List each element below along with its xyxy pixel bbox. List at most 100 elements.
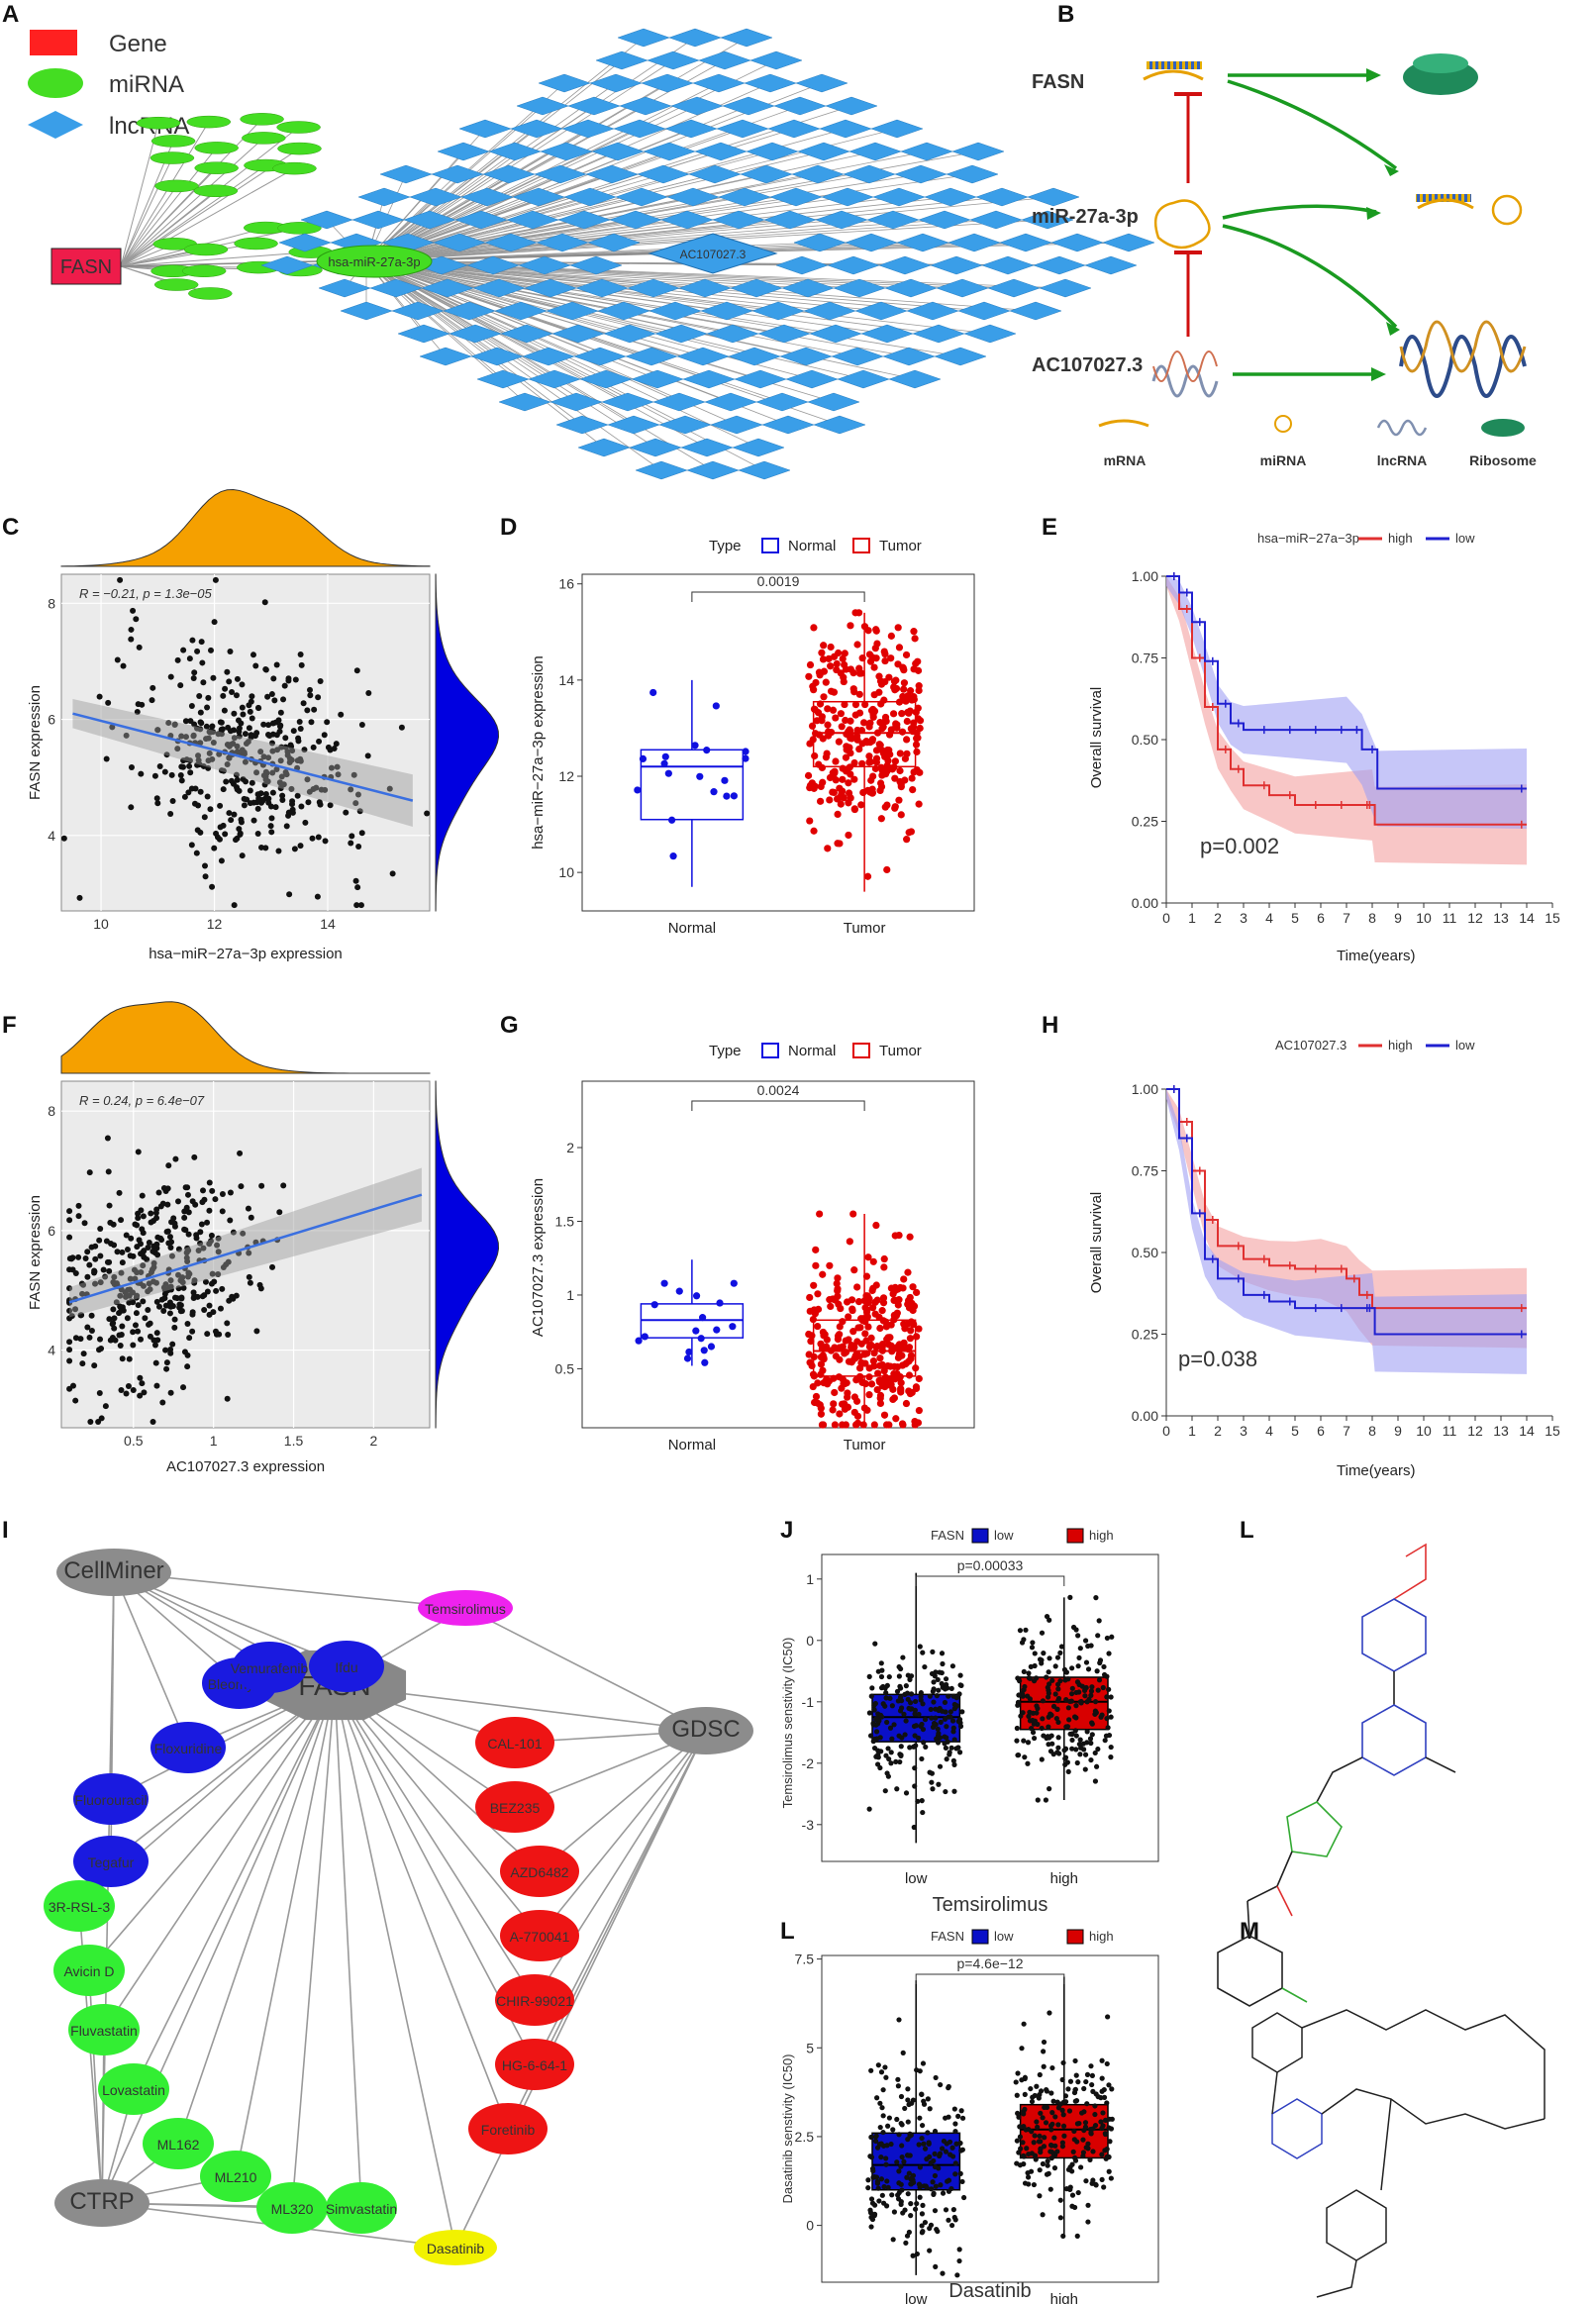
jitter-point [1106,2168,1112,2174]
data-point [124,1315,131,1322]
jitter-point [1052,1663,1058,1669]
data-point [167,673,174,680]
data-point [134,1292,141,1299]
jitter-point [932,2208,939,2214]
jitter-point [842,716,849,725]
data-point [356,808,363,815]
jitter-point [1031,1678,1038,1684]
lncrna-node [894,164,948,184]
jitter-point [1109,2116,1115,2122]
data-point [231,811,238,818]
lncrna-node [512,187,565,207]
data-point [269,1263,276,1270]
x-tick-label: 3 [1240,910,1247,926]
data-point [138,1251,145,1257]
jitter-point [954,2272,960,2278]
jitter-point [923,1744,929,1751]
jitter-point [912,1783,918,1789]
jitter-point [859,788,867,797]
jitter-point [951,1737,957,1743]
jitter-point [869,1685,875,1691]
data-point [310,744,317,751]
jitter-point [1099,2125,1105,2132]
jitter-point [1026,1670,1032,1676]
jitter-point [809,1315,817,1324]
jitter-point [683,1354,692,1362]
mirna-node [186,115,232,129]
data-point [202,1278,209,1285]
data-point [297,725,304,732]
data-point [184,1191,191,1198]
jitter-point [1014,1738,1020,1744]
data-point [317,677,324,684]
jitter-point [889,710,898,718]
jitter-point [1065,1705,1071,1711]
jitter-point [883,2155,889,2161]
lncrna-node [981,255,1035,275]
data-point [132,1221,139,1228]
jitter-point [920,2060,927,2066]
jitter-point [866,788,874,796]
data-point [268,829,275,836]
jitter-point [877,2100,883,2106]
data-point [107,1337,114,1344]
jitter-point [1080,2153,1086,2159]
data-point [233,692,240,699]
data-point [130,607,137,614]
data-point [272,804,279,811]
jitter-point [839,1318,847,1326]
data-point [159,1399,166,1406]
drug-edge [291,1684,336,2209]
legend-mirna-icon [1274,415,1292,433]
data-point [91,1267,98,1274]
jitter-point [904,1268,912,1276]
lncrna-node [563,187,617,207]
data-point [270,675,277,682]
jitter-point [910,2253,916,2258]
mirna-node [240,113,284,126]
jitter-point [1055,1745,1061,1751]
data-point [150,684,156,691]
jitter-point [841,650,848,657]
jitter-point [1065,1768,1071,1775]
jitter-point [1060,2233,1066,2239]
data-point [95,1418,102,1425]
jitter-point [905,2119,911,2125]
jitter-point [1067,2078,1074,2084]
data-point [118,1386,125,1393]
jitter-point [906,1335,915,1343]
legend-high-H: high [1388,1038,1413,1052]
jitter-point [827,1302,835,1311]
hub-lncrna-node [648,233,778,274]
jitter-point [1069,1685,1075,1691]
data-point [354,884,361,891]
jitter-point [1075,2079,1081,2085]
jitter-point [949,1663,955,1669]
jitter-point [824,721,832,729]
jitter-point [865,752,873,760]
jitter-point [855,664,863,672]
lncrna-node [987,278,1041,298]
jitter-point [946,2083,951,2090]
jitter-point [852,1397,861,1405]
jitter-point [880,1367,888,1375]
data-point [182,718,189,725]
data-point [116,1189,123,1196]
lncrna-node [627,278,680,298]
data-point [164,1201,171,1208]
jitter-point [895,1343,903,1352]
jitter-point [1094,1668,1100,1674]
data-point [268,691,275,698]
jitter-point [831,768,839,777]
jitter-point [872,654,880,662]
jitter-point [922,2146,929,2152]
jitter-point [721,776,729,784]
jitter-point [832,757,840,765]
data-point [66,1234,73,1241]
jitter-point [877,1712,884,1719]
jitter-point [804,771,813,779]
y-tick-label: 1 [806,1571,814,1587]
jitter-point [836,784,844,792]
jitter-point [920,1809,926,1816]
lncrna-node [619,96,672,116]
